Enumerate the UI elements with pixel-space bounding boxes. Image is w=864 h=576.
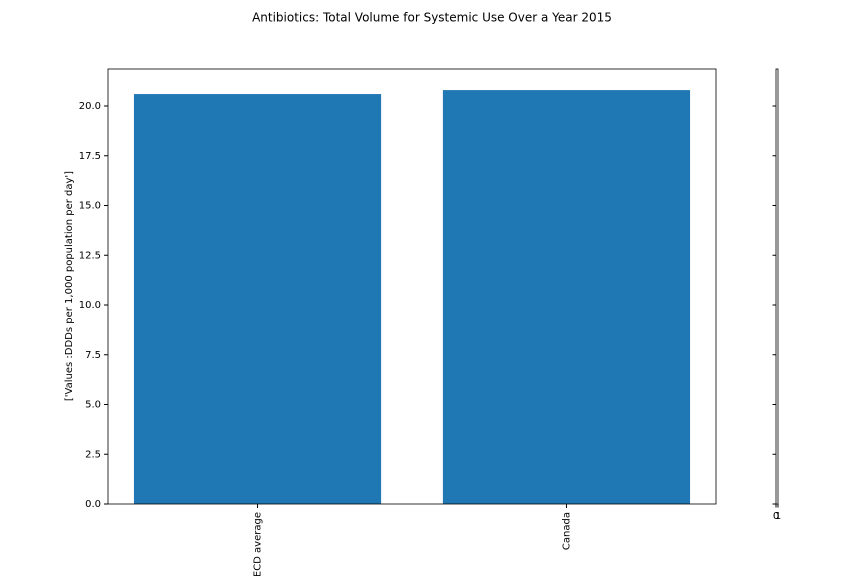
y-tick-label: 2.5 [85,449,101,460]
y-tick-label: 10.0 [79,300,101,311]
y-tick-label: 7.5 [85,350,101,361]
x-tick-label: Canada [561,512,572,550]
plot-frame [107,68,717,505]
y-tick-label: 20.0 [79,101,101,112]
axis-frame [775,68,779,505]
x-tick-label: 1 [775,511,781,522]
y-tick-label: 0.0 [85,499,101,510]
x-tick-label: 0 [773,511,779,522]
y-tick-label: 17.5 [79,151,101,162]
y-axis-label: ['Values :DDDs per 1,000 population per … [64,171,75,401]
bar [442,90,691,504]
bar [133,94,382,505]
y-tick-label: 15.0 [79,201,101,212]
y-tick-label: 12.5 [79,250,101,261]
y-tick-label: 5.0 [85,400,101,411]
chart-title: Antibiotics: Total Volume for Systemic U… [252,11,612,25]
x-tick-label: OECD average [253,512,264,576]
